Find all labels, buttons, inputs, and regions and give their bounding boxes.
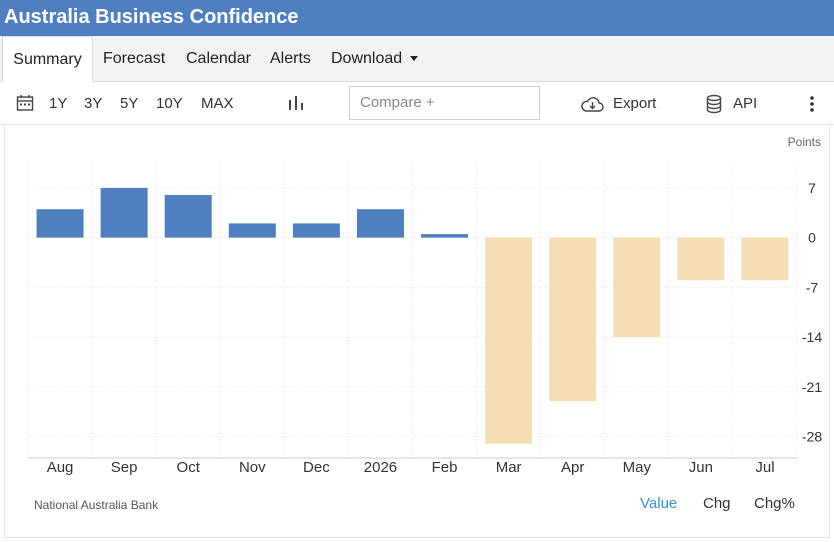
chevron-down-icon	[410, 56, 419, 62]
x-tick-label: Dec	[303, 459, 330, 476]
bar-jun[interactable]	[677, 237, 725, 281]
range-10y-button[interactable]: 10Y	[156, 95, 183, 112]
x-tick-label: Mar	[496, 459, 522, 476]
bar-feb[interactable]	[421, 234, 469, 238]
cloud-download-icon[interactable]	[580, 95, 604, 113]
chart-grid	[27, 163, 798, 459]
range-3y-button[interactable]: 3Y	[84, 95, 103, 112]
chart-toolbar: 1Y 3Y 5Y 10Y MAX Compare + Export API	[0, 83, 834, 125]
bar-jul[interactable]	[741, 237, 789, 281]
x-tick-label: Aug	[47, 459, 74, 476]
x-tick-label: Feb	[432, 459, 458, 476]
tab-download[interactable]: Download	[331, 36, 419, 82]
range-1y-button[interactable]: 1Y	[49, 95, 68, 112]
tab-summary[interactable]: Summary	[2, 36, 93, 82]
mode-chg-button[interactable]: Chg	[703, 495, 731, 512]
bar-oct[interactable]	[164, 194, 212, 238]
x-axis-labels: Aug Sep Oct Nov Dec 2026 Feb Mar Apr May Jun Jul	[47, 459, 775, 476]
x-tick-label: Jun	[689, 459, 713, 476]
bar-2026[interactable]	[356, 209, 404, 238]
mode-chg-percent-button[interactable]: Chg%	[754, 495, 795, 512]
x-tick-label: Nov	[239, 459, 266, 476]
more-options-icon[interactable]	[810, 95, 814, 113]
y-tick-label: -28	[802, 429, 822, 445]
bar-may[interactable]	[613, 237, 661, 338]
x-tick-label: May	[623, 459, 652, 476]
y-tick-label: -7	[806, 279, 819, 295]
y-tick-label: 0	[808, 230, 816, 246]
bar-nov[interactable]	[228, 223, 276, 238]
x-tick-label: Apr	[561, 459, 584, 476]
tab-download-label: Download	[331, 50, 403, 67]
tab-calendar[interactable]: Calendar	[186, 50, 251, 67]
range-max-button[interactable]: MAX	[201, 95, 234, 112]
y-axis-labels: 7 0 -7 -14 -21 -28	[802, 180, 822, 445]
source-label: National Australia Bank	[34, 498, 159, 512]
calendar-icon[interactable]	[16, 94, 34, 112]
chart-panel	[4, 125, 830, 538]
tab-bar: Summary Forecast Calendar Alerts Downloa…	[0, 36, 834, 82]
export-button[interactable]: Export	[613, 95, 657, 112]
bar-sep[interactable]	[100, 187, 148, 238]
range-5y-button[interactable]: 5Y	[120, 95, 139, 112]
x-tick-label: Oct	[177, 459, 201, 476]
page-title: Australia Business Confidence	[4, 6, 299, 28]
y-tick-label: -14	[802, 329, 822, 345]
x-tick-label: 2026	[364, 459, 397, 476]
bar-aug[interactable]	[36, 209, 84, 238]
tab-alerts[interactable]: Alerts	[270, 50, 311, 67]
x-tick-label: Sep	[111, 459, 138, 476]
unit-label: Points	[788, 135, 821, 149]
bar-chart: 70-7-14-21-28 Aug Sep Oct Nov Dec 2026 Feb Mar A…	[27, 135, 822, 476]
mode-value-button[interactable]: Value	[640, 495, 678, 512]
database-icon[interactable]	[706, 94, 722, 114]
y-tick-label: 7	[808, 180, 816, 196]
tab-forecast[interactable]: Forecast	[103, 50, 166, 67]
bar-dec[interactable]	[292, 223, 340, 238]
bar-chart-icon[interactable]	[288, 95, 304, 111]
x-tick-label: Jul	[755, 459, 774, 476]
chart-bars	[36, 187, 789, 444]
api-button[interactable]: API	[733, 95, 758, 112]
compare-input[interactable]: Compare +	[349, 86, 540, 120]
y-tick-label: -21	[802, 379, 822, 395]
bar-mar[interactable]	[485, 237, 533, 444]
title-bar: Australia Business Confidence	[0, 0, 834, 36]
bar-apr[interactable]	[549, 237, 597, 402]
